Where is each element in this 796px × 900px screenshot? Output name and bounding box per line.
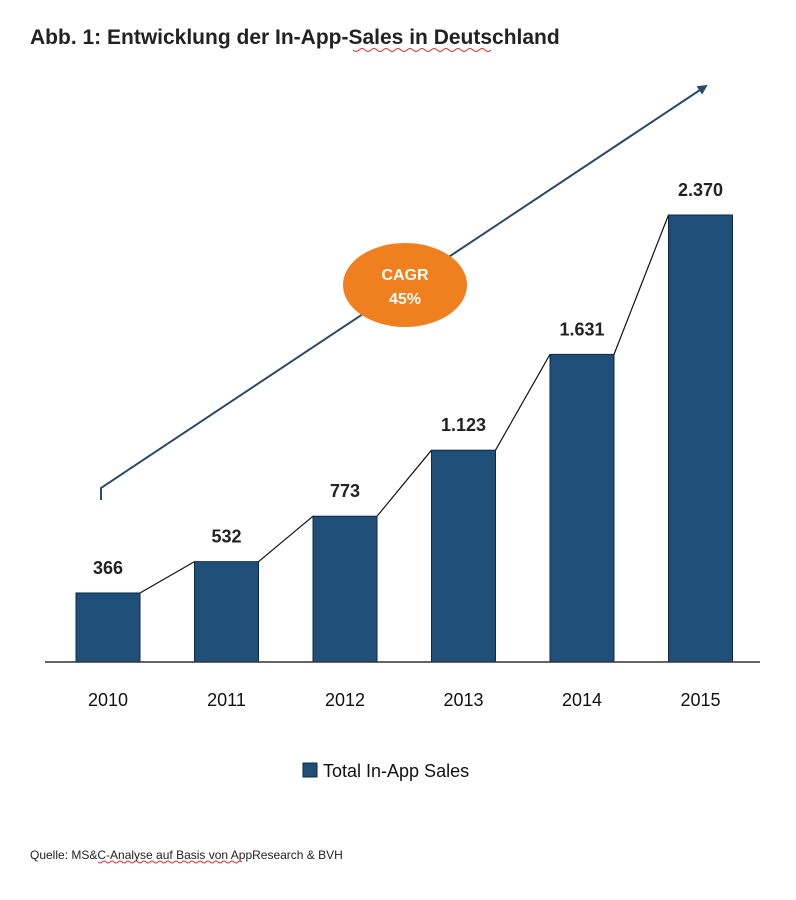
connector-lines bbox=[139, 214, 670, 594]
x-tick-2014: 2014 bbox=[562, 690, 602, 710]
value-label-2010: 366 bbox=[93, 558, 123, 578]
legend-swatch bbox=[302, 762, 318, 778]
bar-2013 bbox=[431, 449, 496, 663]
bar-2011 bbox=[194, 561, 259, 663]
value-label-2014: 1.631 bbox=[559, 319, 604, 339]
cagr-ellipse bbox=[343, 243, 467, 327]
value-label-2012: 773 bbox=[330, 481, 360, 501]
growth-arrow bbox=[100, 84, 708, 500]
connector-line-2010-2011 bbox=[139, 561, 195, 594]
connector-line-2013-2014 bbox=[494, 354, 551, 451]
bar-2012 bbox=[312, 515, 378, 663]
connector-line-2014-2015 bbox=[613, 214, 670, 355]
x-tick-2012: 2012 bbox=[325, 690, 365, 710]
cagr-label: CAGR bbox=[381, 267, 429, 284]
x-tick-2010: 2010 bbox=[88, 690, 128, 710]
spellcheck-underline bbox=[352, 48, 492, 52]
bar-2010 bbox=[75, 592, 141, 663]
x-tick-labels-group: 2010 2011 2012 2013 2014 2015 bbox=[88, 690, 721, 710]
cagr-value: 45% bbox=[389, 291, 421, 308]
bar-2014 bbox=[549, 353, 615, 663]
value-label-2011: 532 bbox=[211, 527, 241, 547]
connector-line-2011-2012 bbox=[258, 515, 314, 563]
x-tick-2011: 2011 bbox=[207, 690, 246, 710]
chart-title: Abb. 1: Entwicklung der In-App-Sales in … bbox=[30, 26, 560, 49]
x-tick-2013: 2013 bbox=[443, 690, 483, 710]
source-spellcheck-underline bbox=[97, 860, 243, 864]
x-tick-2015: 2015 bbox=[680, 690, 720, 710]
bars-group bbox=[75, 214, 733, 663]
value-labels-group: 366 532 773 1.123 1.631 2.370 bbox=[93, 180, 723, 578]
source-note: Quelle: MS&C-Analyse auf Basis von AppRe… bbox=[30, 848, 343, 862]
cagr-badge: CAGR 45% bbox=[343, 243, 467, 327]
connector-line-2012-2013 bbox=[376, 449, 432, 517]
value-label-2015: 2.370 bbox=[678, 180, 723, 200]
bar-2015 bbox=[668, 214, 733, 663]
legend-label: Total In-App Sales bbox=[323, 761, 469, 781]
legend: Total In-App Sales bbox=[302, 761, 469, 781]
value-label-2013: 1.123 bbox=[441, 415, 486, 435]
